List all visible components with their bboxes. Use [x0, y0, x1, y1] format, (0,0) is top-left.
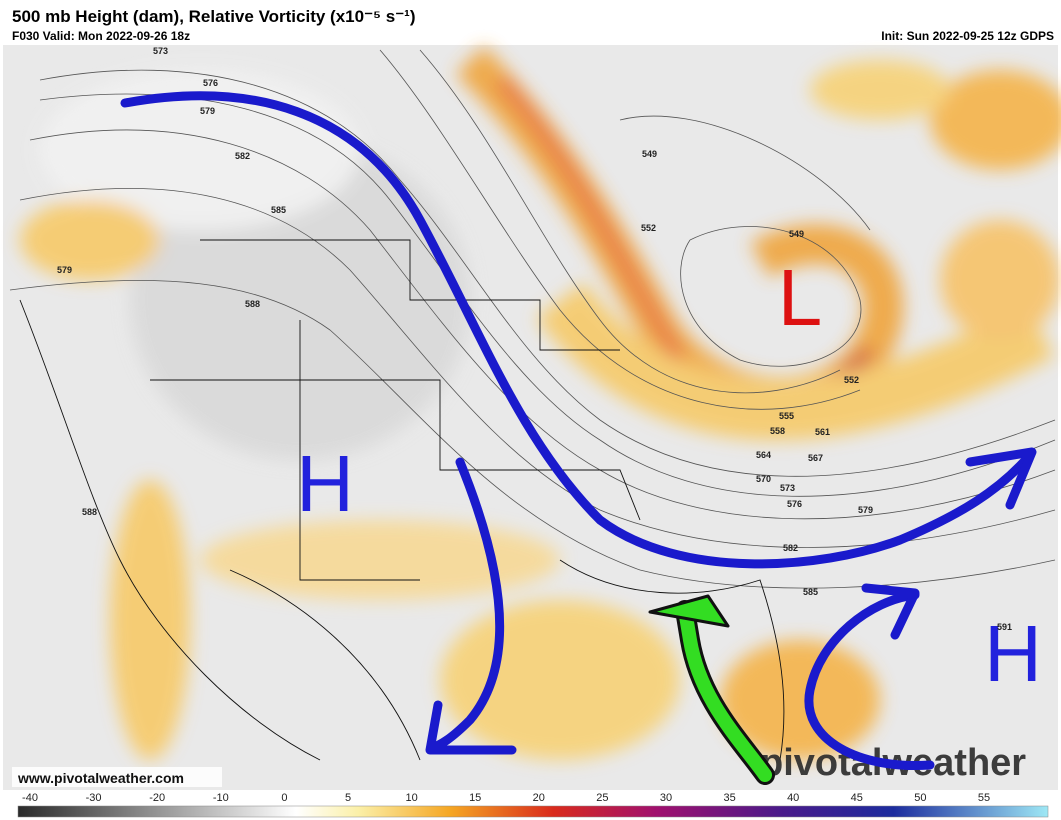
colorbar-tick-label: -20: [149, 792, 165, 804]
colorbar-ticks: -40 -30 -20 -10 0 5 10 15 20 25 30 35 40 45 50 55: [22, 792, 990, 804]
contour-label: 585: [803, 587, 818, 597]
colorbar: [17, 805, 1049, 818]
watermark-url: www.pivotalweather.com: [17, 770, 184, 786]
contour-label: 552: [844, 375, 859, 385]
colorbar-tick-label: 15: [469, 792, 481, 804]
colorbar-tick-label: -40: [22, 792, 38, 804]
colorbar-tick-label: 10: [405, 792, 417, 804]
contour-label: 582: [235, 151, 250, 161]
colorbar-tick-label: 45: [851, 792, 863, 804]
colorbar-tick-label: 30: [660, 792, 672, 804]
contour-label: 579: [858, 505, 873, 515]
colorbar-tick-label: 55: [978, 792, 990, 804]
contour-label: 591: [997, 622, 1012, 632]
contour-label: 549: [789, 229, 804, 239]
high-label: H: [984, 609, 1042, 698]
colorbar-tick-label: 40: [787, 792, 799, 804]
contour-label: 585: [271, 205, 286, 215]
colorbar-tick-label: 5: [345, 792, 351, 804]
contour-label: 558: [770, 426, 785, 436]
high-label: H: [296, 439, 354, 528]
contour-label: 552: [641, 223, 656, 233]
contour-label: 549: [642, 149, 657, 159]
contour-label: 579: [200, 106, 215, 116]
watermark-bg: [12, 767, 222, 787]
contour-label: 588: [245, 299, 260, 309]
colorbar-tick-label: 35: [723, 792, 735, 804]
valid-time: F030 Valid: Mon 2022-09-26 18z: [12, 29, 190, 43]
contour-label: 564: [756, 450, 771, 460]
colorbar-tick-label: -10: [213, 792, 229, 804]
contour-label: 576: [787, 499, 802, 509]
contour-label: 588: [82, 507, 97, 517]
init-time: Init: Sun 2022-09-25 12z GDPS: [881, 29, 1054, 43]
colorbar-tick-label: -30: [86, 792, 102, 804]
title: 500 mb Height (dam), Relative Vorticity …: [12, 7, 416, 26]
contour-label: 561: [815, 427, 830, 437]
colorbar-tick-label: 25: [596, 792, 608, 804]
flow-arrows: [120, 91, 1037, 785]
contour-label: 582: [783, 543, 798, 553]
colorbar-tick-label: 0: [281, 792, 287, 804]
contour-label: 579: [57, 265, 72, 275]
map: [3, 45, 1061, 790]
contour-label: 555: [779, 411, 794, 421]
colorbar-tick-label: 20: [533, 792, 545, 804]
contour-label: 570: [756, 474, 771, 484]
contour-label: 573: [780, 483, 795, 493]
contour-label: 567: [808, 453, 823, 463]
low-label: L: [778, 253, 823, 342]
colorbar-tick-label: 50: [914, 792, 926, 804]
contour-label: 573: [153, 46, 168, 56]
contour-label: 576: [203, 78, 218, 88]
annotations: H H L: [296, 253, 1042, 698]
contour-labels: 573 576 579 582 585 588 579 588 549 552 …: [57, 46, 1012, 632]
